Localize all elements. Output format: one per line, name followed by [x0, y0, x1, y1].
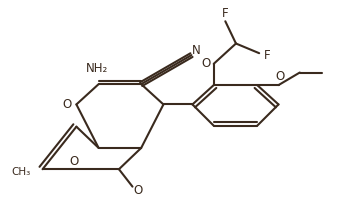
Text: F: F	[222, 7, 229, 20]
Text: O: O	[62, 98, 71, 111]
Text: NH₂: NH₂	[86, 62, 108, 75]
Text: O: O	[134, 184, 143, 197]
Text: O: O	[276, 70, 285, 83]
Text: F: F	[264, 49, 270, 62]
Text: N: N	[192, 44, 201, 57]
Text: CH₃: CH₃	[12, 167, 31, 177]
Text: O: O	[70, 155, 79, 168]
Text: O: O	[201, 57, 210, 70]
